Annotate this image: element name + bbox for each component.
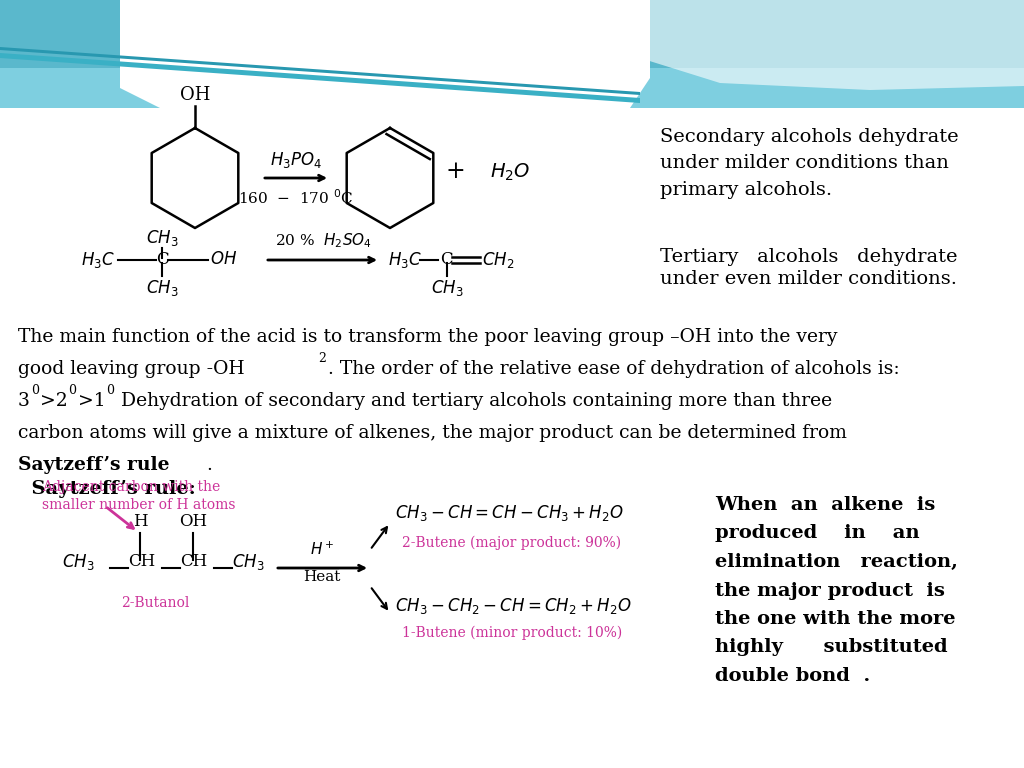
Bar — [0, 0, 1024, 68]
Text: $CH_3$: $CH_3$ — [145, 278, 178, 298]
Text: H: H — [133, 513, 147, 530]
Text: $CH_3$: $CH_3$ — [431, 278, 463, 298]
Text: 0: 0 — [106, 384, 114, 397]
Polygon shape — [0, 53, 640, 103]
Text: carbon atoms will give a mixture of alkenes, the major product can be determined: carbon atoms will give a mixture of alke… — [18, 424, 847, 442]
Text: CH: CH — [180, 554, 207, 571]
Text: Saytzeff’s rule:: Saytzeff’s rule: — [18, 480, 196, 498]
Text: $CH_3-CH=CH-CH_3 + H_2O$: $CH_3-CH=CH-CH_3 + H_2O$ — [395, 503, 624, 523]
Text: C: C — [440, 251, 453, 269]
Text: Tertiary   alcohols   dehydrate: Tertiary alcohols dehydrate — [660, 248, 957, 266]
Text: $CH_2$: $CH_2$ — [482, 250, 514, 270]
Text: Adjacent carbon with the
smaller number of H atoms: Adjacent carbon with the smaller number … — [42, 480, 236, 512]
Text: 0: 0 — [68, 384, 76, 397]
Text: 0: 0 — [31, 384, 39, 397]
Text: 2-Butanol: 2-Butanol — [121, 596, 189, 610]
Text: Dehydration of secondary and tertiary alcohols containing more than three: Dehydration of secondary and tertiary al… — [115, 392, 833, 410]
Text: The main function of the acid is to transform the poor leaving group –OH into th: The main function of the acid is to tran… — [18, 328, 838, 346]
Text: $H_3PO_4$: $H_3PO_4$ — [270, 150, 323, 170]
Text: Saytzeff’s rule: Saytzeff’s rule — [18, 456, 170, 474]
Text: $H_3C$: $H_3C$ — [81, 250, 115, 270]
Text: +: + — [445, 161, 465, 184]
Text: 1-Butene (minor product: 10%): 1-Butene (minor product: 10%) — [402, 626, 623, 641]
Text: $H_2O$: $H_2O$ — [489, 161, 530, 183]
Text: $CH_3$: $CH_3$ — [62, 552, 94, 572]
Text: 2-Butene (major product: 90%): 2-Butene (major product: 90%) — [402, 536, 622, 551]
Text: OH: OH — [180, 86, 210, 104]
Text: $OH$: $OH$ — [210, 251, 238, 269]
Text: 160  $-$  170 $^0$C: 160 $-$ 170 $^0$C — [239, 188, 353, 207]
Text: When  an  alkene  is
produced    in    an
elimination   reaction,
the major prod: When an alkene is produced in an elimina… — [715, 496, 957, 685]
Text: 20 %  $H_2SO_4$: 20 % $H_2SO_4$ — [274, 231, 372, 250]
Text: >2: >2 — [40, 392, 68, 410]
Text: Heat: Heat — [303, 570, 341, 584]
Text: >1: >1 — [78, 392, 105, 410]
Text: good leaving group -OH: good leaving group -OH — [18, 360, 245, 378]
Text: .: . — [206, 456, 212, 474]
Polygon shape — [640, 0, 1024, 90]
Text: $CH_3-CH_2-CH=CH_2 + H_2O$: $CH_3-CH_2-CH=CH_2 + H_2O$ — [395, 596, 632, 616]
Text: 2: 2 — [318, 352, 326, 365]
Text: under even milder conditions.: under even milder conditions. — [660, 270, 957, 288]
Text: C: C — [156, 251, 168, 269]
Text: OH: OH — [179, 513, 207, 530]
Text: 3: 3 — [18, 392, 30, 410]
Text: CH: CH — [128, 554, 156, 571]
Polygon shape — [0, 47, 640, 95]
Text: $H_3C$: $H_3C$ — [388, 250, 422, 270]
Text: $CH_3$: $CH_3$ — [145, 228, 178, 248]
Polygon shape — [120, 0, 650, 123]
Text: $CH_3$: $CH_3$ — [232, 552, 264, 572]
Text: Secondary alcohols dehydrate
under milder conditions than
primary alcohols.: Secondary alcohols dehydrate under milde… — [660, 128, 958, 199]
Text: . The order of the relative ease of dehydration of alcohols is:: . The order of the relative ease of dehy… — [328, 360, 900, 378]
Bar — [0, 108, 1024, 768]
Bar — [0, 0, 1024, 118]
Text: $H^+$: $H^+$ — [310, 541, 334, 558]
